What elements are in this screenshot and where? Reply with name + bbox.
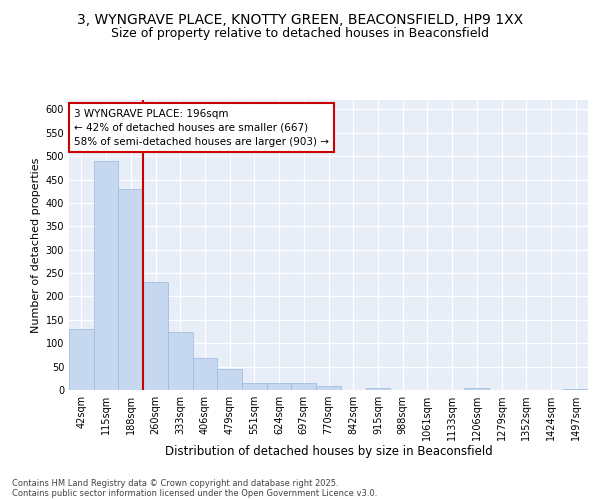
Bar bbox=[69, 329, 94, 390]
Bar bbox=[292, 383, 316, 390]
Y-axis label: Number of detached properties: Number of detached properties bbox=[31, 158, 41, 332]
Text: 3, WYNGRAVE PLACE, KNOTTY GREEN, BEACONSFIELD, HP9 1XX: 3, WYNGRAVE PLACE, KNOTTY GREEN, BEACONS… bbox=[77, 12, 523, 26]
Text: Size of property relative to detached houses in Beaconsfield: Size of property relative to detached ho… bbox=[111, 28, 489, 40]
Bar bbox=[168, 332, 193, 390]
Bar bbox=[365, 388, 390, 390]
Bar bbox=[464, 388, 489, 390]
Bar bbox=[217, 369, 242, 390]
Bar bbox=[242, 383, 267, 390]
Bar bbox=[193, 358, 217, 390]
Bar bbox=[94, 161, 118, 390]
Text: Contains HM Land Registry data © Crown copyright and database right 2025.: Contains HM Land Registry data © Crown c… bbox=[12, 478, 338, 488]
Bar bbox=[563, 389, 588, 390]
X-axis label: Distribution of detached houses by size in Beaconsfield: Distribution of detached houses by size … bbox=[164, 444, 493, 458]
Text: 3 WYNGRAVE PLACE: 196sqm
← 42% of detached houses are smaller (667)
58% of semi-: 3 WYNGRAVE PLACE: 196sqm ← 42% of detach… bbox=[74, 108, 329, 146]
Bar bbox=[267, 383, 292, 390]
Bar bbox=[118, 189, 143, 390]
Bar bbox=[316, 386, 341, 390]
Bar bbox=[143, 282, 168, 390]
Text: Contains public sector information licensed under the Open Government Licence v3: Contains public sector information licen… bbox=[12, 488, 377, 498]
